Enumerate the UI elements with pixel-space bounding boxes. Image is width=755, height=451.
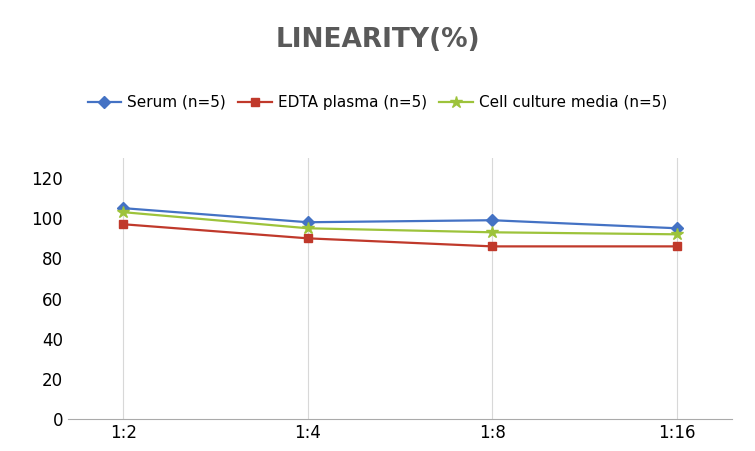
- Cell culture media (n=5): [119, 209, 128, 215]
- EDTA plasma (n=5): [304, 235, 313, 241]
- Serum (n=5): [488, 217, 497, 223]
- Cell culture media (n=5): [673, 232, 682, 237]
- Legend: Serum (n=5), EDTA plasma (n=5), Cell culture media (n=5): Serum (n=5), EDTA plasma (n=5), Cell cul…: [82, 89, 673, 116]
- Cell culture media (n=5): [304, 226, 313, 231]
- Line: EDTA plasma (n=5): EDTA plasma (n=5): [119, 220, 681, 251]
- EDTA plasma (n=5): [119, 221, 128, 227]
- Serum (n=5): [304, 220, 313, 225]
- EDTA plasma (n=5): [673, 244, 682, 249]
- Text: LINEARITY(%): LINEARITY(%): [275, 27, 480, 53]
- Serum (n=5): [673, 226, 682, 231]
- Line: Serum (n=5): Serum (n=5): [119, 204, 681, 232]
- Cell culture media (n=5): [488, 230, 497, 235]
- EDTA plasma (n=5): [488, 244, 497, 249]
- Line: Cell culture media (n=5): Cell culture media (n=5): [117, 206, 683, 240]
- Serum (n=5): [119, 206, 128, 211]
